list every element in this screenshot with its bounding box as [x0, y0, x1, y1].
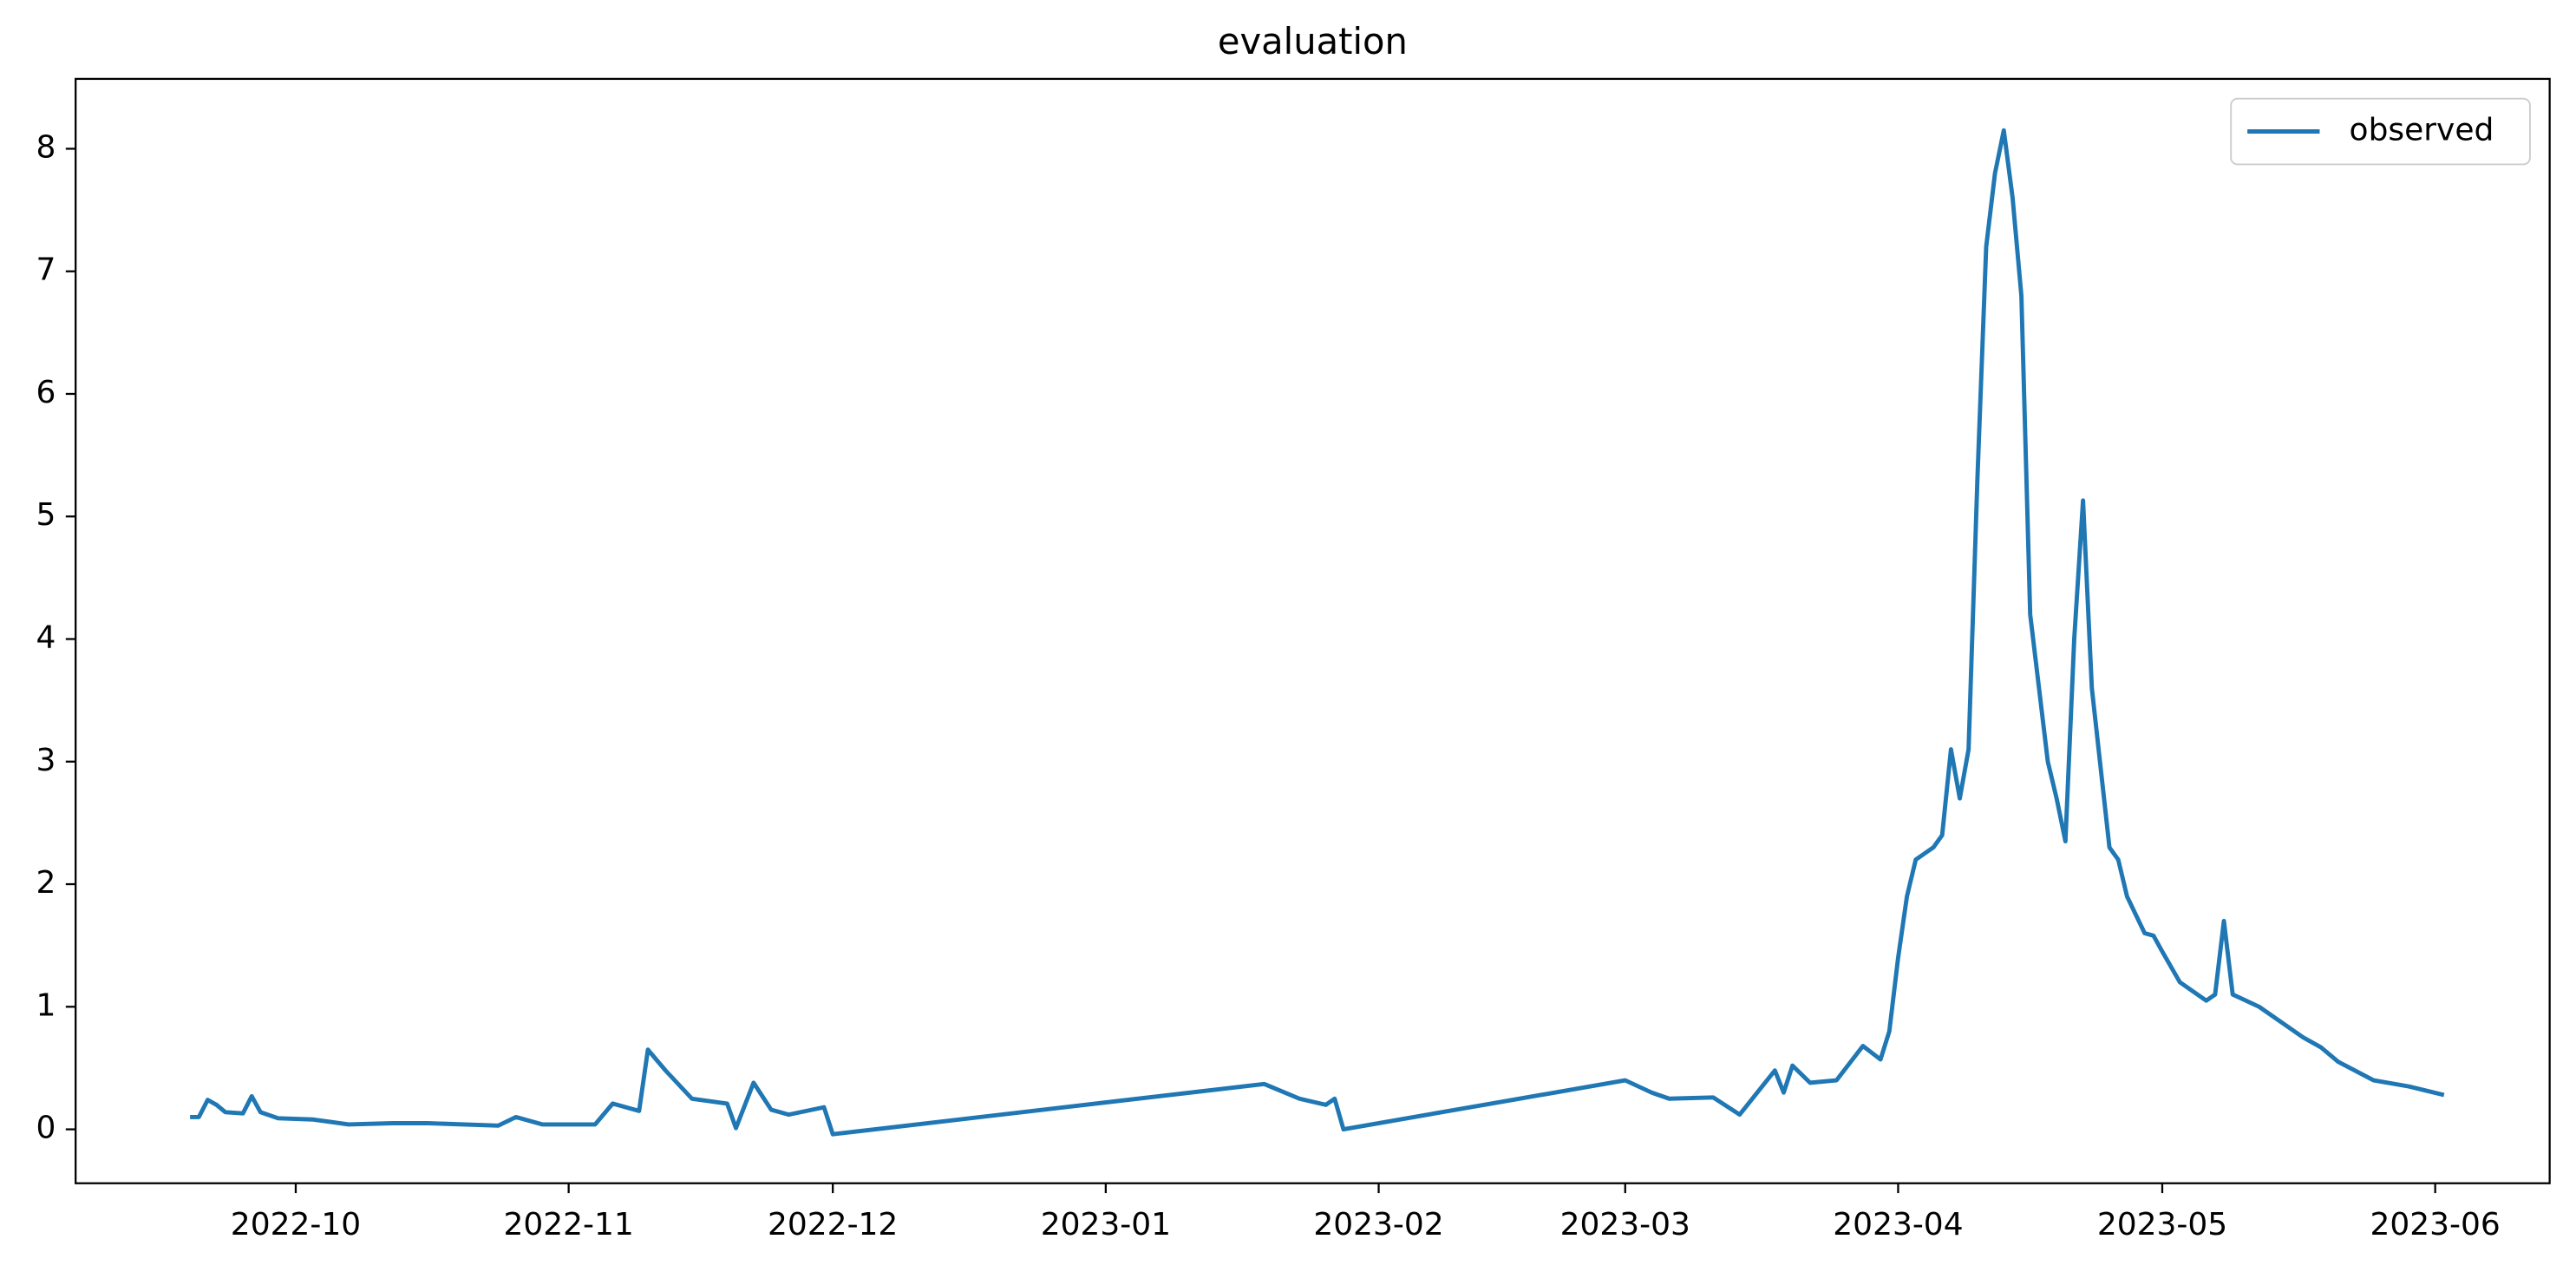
y-tick-label: 8	[36, 129, 56, 165]
y-tick-label: 0	[36, 1111, 56, 1146]
legend-label: observed	[2350, 113, 2494, 148]
x-tick-label: 2023-05	[2097, 1207, 2227, 1242]
y-tick-label: 4	[36, 620, 56, 656]
y-tick-label: 7	[36, 252, 56, 288]
x-tick-label: 2023-03	[1560, 1207, 1690, 1242]
y-tick-label: 6	[36, 375, 56, 410]
data-line	[190, 128, 2445, 1137]
x-tick-label: 2022-11	[503, 1207, 633, 1242]
x-tick-label: 2022-12	[768, 1207, 898, 1242]
y-tick-label: 3	[36, 743, 56, 778]
x-tick-label: 2023-01	[1041, 1207, 1171, 1242]
chart-title: evaluation	[1218, 20, 1408, 62]
y-tick-label: 5	[36, 497, 56, 533]
x-tick-label: 2023-04	[1833, 1207, 1963, 1242]
y-tick-label: 2	[36, 865, 56, 901]
x-tick-label: 2023-06	[2370, 1207, 2501, 1242]
y-tick-label: 1	[36, 987, 56, 1023]
x-tick-label: 2023-02	[1313, 1207, 1443, 1242]
legend-box	[2230, 97, 2531, 166]
plot-frame	[75, 77, 2551, 1184]
x-tick-label: 2022-10	[231, 1207, 361, 1242]
